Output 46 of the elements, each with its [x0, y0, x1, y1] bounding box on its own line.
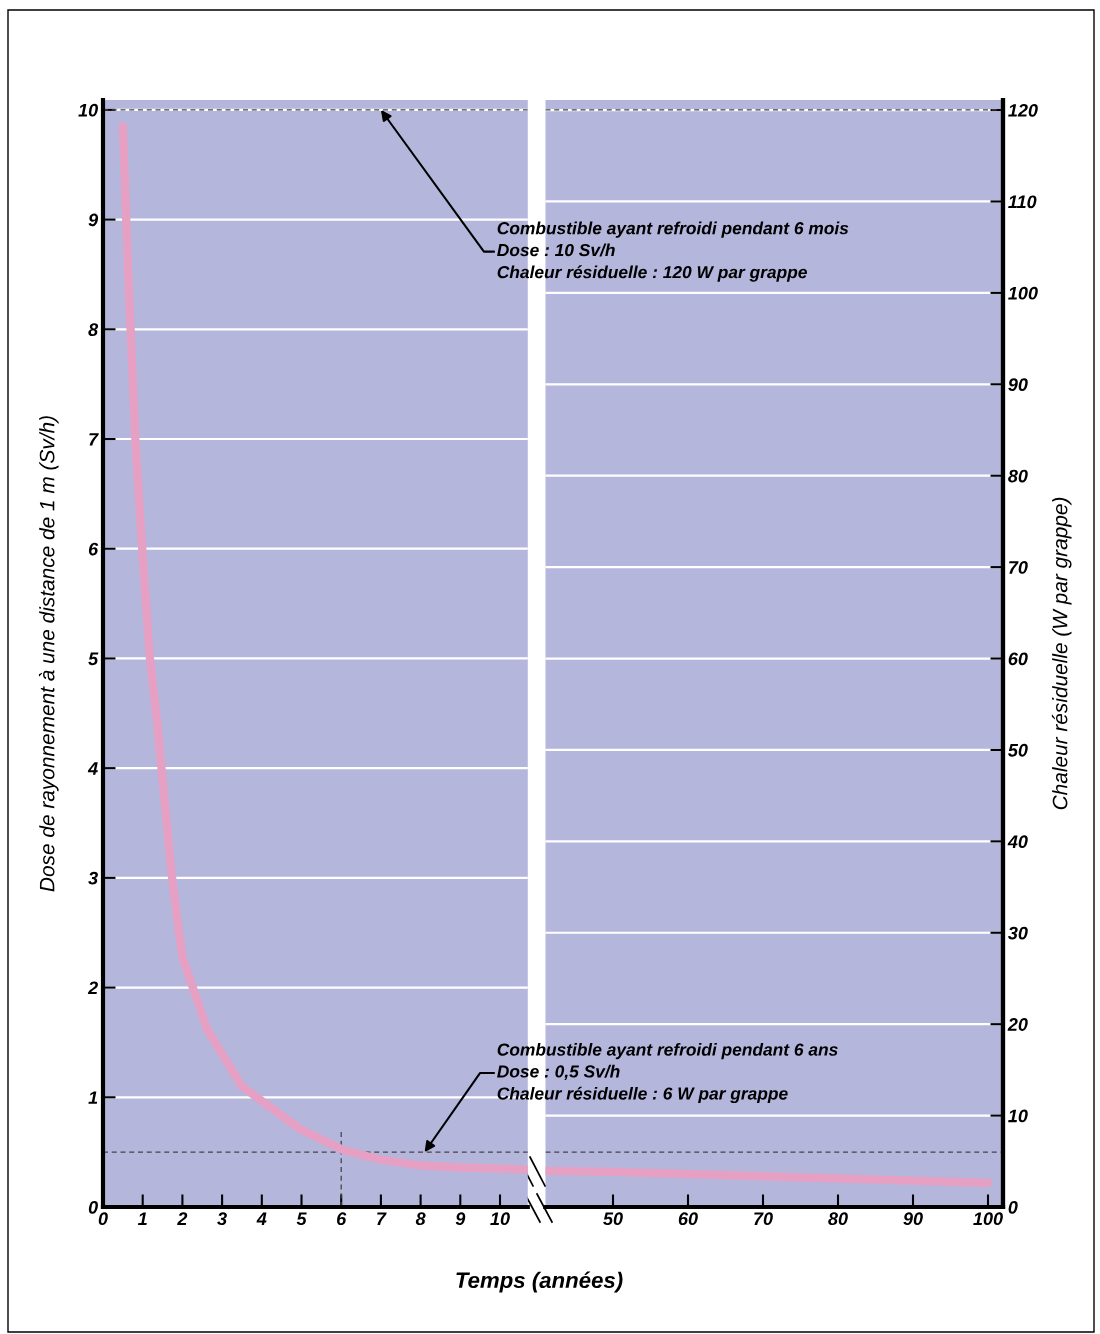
y2-tick-label: 70 — [1009, 561, 1028, 574]
y-tick-label: 2 — [87, 981, 98, 995]
x-tick-label: 6 — [337, 1212, 347, 1226]
annotation: Combustible ayant refroidi pendant 6 ans Dose : 0,5 Sv/h Chaleur résiduelle : 6 W par grappe — [497, 1043, 838, 1104]
y2-tick-label: 120 — [1008, 103, 1038, 117]
y2-tick-label: 100 — [1008, 286, 1038, 300]
x-tick-label: 50 — [603, 1212, 623, 1226]
y-tick-label: 0 — [88, 1200, 98, 1214]
x-tick-label: 90 — [903, 1212, 923, 1226]
y2-tick-label: 80 — [1008, 469, 1028, 483]
annotation: Combustible ayant refroidi pendant 6 mois Dose : 10 Sv/h Chaleur résiduelle : 120 W par grappe — [497, 221, 849, 282]
y-tick-label: 4 — [87, 762, 98, 775]
y-tick-label: 7 — [89, 433, 99, 446]
y2-tick-label: 40 — [1007, 835, 1028, 849]
y2-tick-label: 30 — [1008, 926, 1028, 940]
x-axis-title: Temps (années) — [456, 1271, 623, 1293]
x-tick-label: 1 — [137, 1212, 147, 1225]
x-tick-label: 10 — [490, 1212, 510, 1226]
y-tick-label: 8 — [88, 323, 99, 337]
y-tick-label: 5 — [88, 652, 99, 666]
y-tick-label: 6 — [88, 542, 99, 556]
y2-tick-label: 60 — [1008, 652, 1028, 666]
x-tick-label: 3 — [217, 1212, 227, 1226]
y-axis-title: Dose de rayonnement à une distance de 1 m (Sv/h) — [38, 416, 59, 892]
y2-tick-label: 20 — [1007, 1018, 1028, 1031]
x-tick-label: 7 — [377, 1212, 387, 1225]
y-tick-label: 9 — [88, 213, 99, 227]
y-tick-label: 3 — [88, 871, 98, 885]
y2-tick-label: 90 — [1008, 378, 1028, 392]
x-tick-label: 60 — [678, 1212, 698, 1226]
x-tick-label: 0 — [98, 1212, 108, 1226]
y-tick-label: 1 — [88, 1091, 98, 1104]
y2-tick-label: 10 — [1008, 1109, 1028, 1123]
x-tick-label: 70 — [754, 1212, 773, 1226]
x-tick-label: 80 — [828, 1212, 848, 1226]
x-tick-label: 4 — [256, 1212, 267, 1225]
x-tick-label: 2 — [177, 1212, 188, 1225]
y-tick-label: 10 — [78, 103, 98, 117]
x-tick-label: 8 — [415, 1212, 426, 1226]
y2-tick-label: 110 — [1008, 195, 1037, 209]
x-tick-label: 9 — [455, 1212, 466, 1226]
y2-axis-title: Chaleur résiduelle (W par grappe) — [1051, 497, 1072, 810]
x-tick-label: 5 — [296, 1212, 307, 1226]
y2-tick-label: 0 — [1008, 1200, 1018, 1214]
y2-tick-label: 50 — [1008, 743, 1028, 757]
x-tick-label: 100 — [973, 1212, 1003, 1226]
